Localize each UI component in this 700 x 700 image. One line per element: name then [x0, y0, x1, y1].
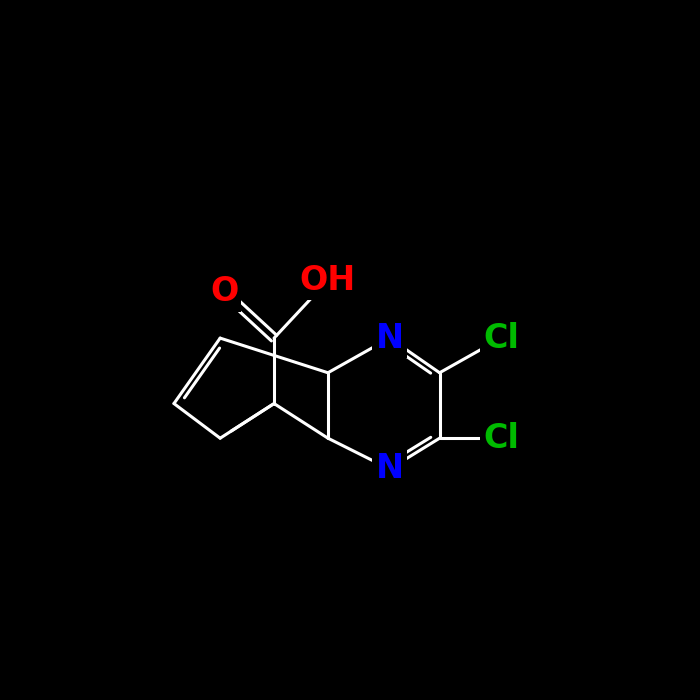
Text: N: N: [375, 321, 404, 355]
Text: N: N: [375, 452, 404, 486]
Text: O: O: [210, 275, 238, 309]
Text: Cl: Cl: [483, 321, 519, 355]
Text: OH: OH: [300, 264, 356, 297]
Text: Cl: Cl: [483, 421, 519, 455]
